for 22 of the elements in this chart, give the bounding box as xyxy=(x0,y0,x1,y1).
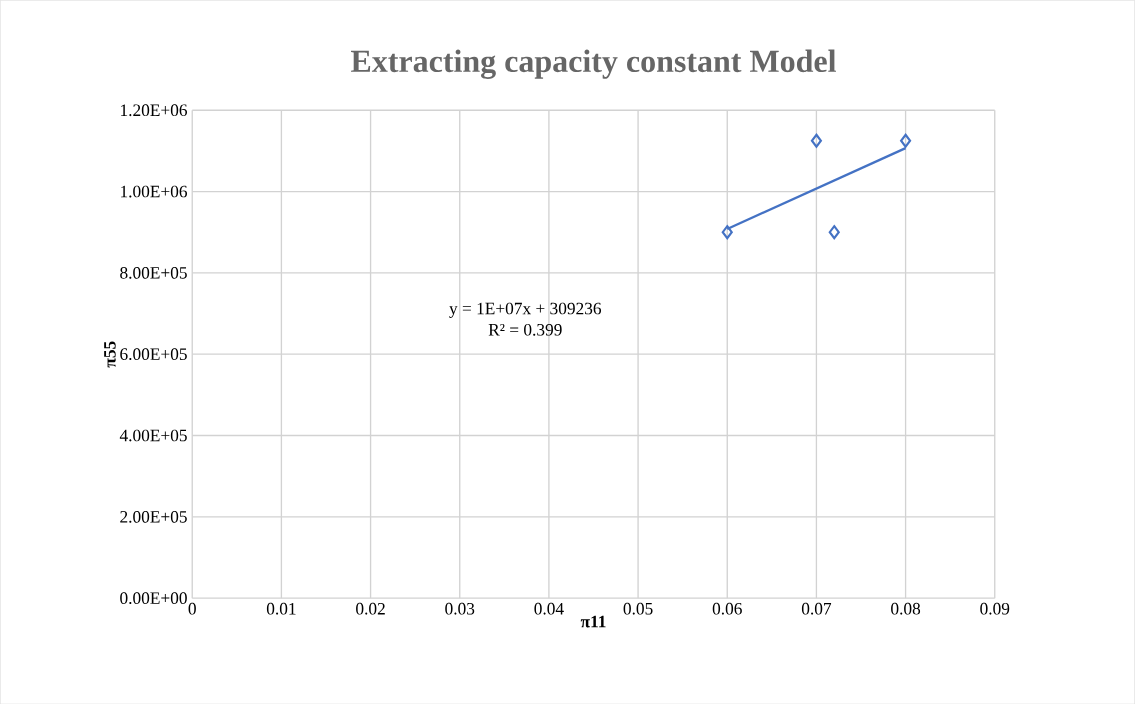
x-tick-label: 0.01 xyxy=(266,602,296,615)
x-tick-label: 0.02 xyxy=(356,602,385,615)
x-tick-label: 0.05 xyxy=(623,602,653,615)
y-tick-label: 1.20E+06 xyxy=(121,104,188,116)
chart-title: Extracting capacity constant Model xyxy=(351,49,836,79)
y-tick-label: 6.00E+05 xyxy=(120,348,187,360)
y-tick-label: 8.00E+05 xyxy=(120,266,187,279)
x-tick-label: 0 xyxy=(188,602,196,615)
annotation: R² = 0.399 xyxy=(488,323,562,336)
y-tick-label: 0.00E+00 xyxy=(120,592,187,604)
y-tick-label: 1.00E+06 xyxy=(121,185,188,198)
x-tick-label: 0.09 xyxy=(980,602,1010,615)
y-axis-title: π55 xyxy=(104,341,116,368)
x-tick-label: 0.04 xyxy=(534,602,564,615)
y-tick-label: 4.00E+05 xyxy=(119,429,187,442)
x-tick-label: 0.08 xyxy=(891,602,921,615)
x-tick-label: 0.06 xyxy=(712,602,742,615)
x-tick-label: 0.03 xyxy=(445,602,475,615)
x-axis-title: π11 xyxy=(580,615,606,628)
x-tick-label: 0.07 xyxy=(801,602,832,615)
y-tick-label: 2.00E+05 xyxy=(120,510,187,523)
annotation: y = 1E+07x + 309236 xyxy=(449,302,602,318)
